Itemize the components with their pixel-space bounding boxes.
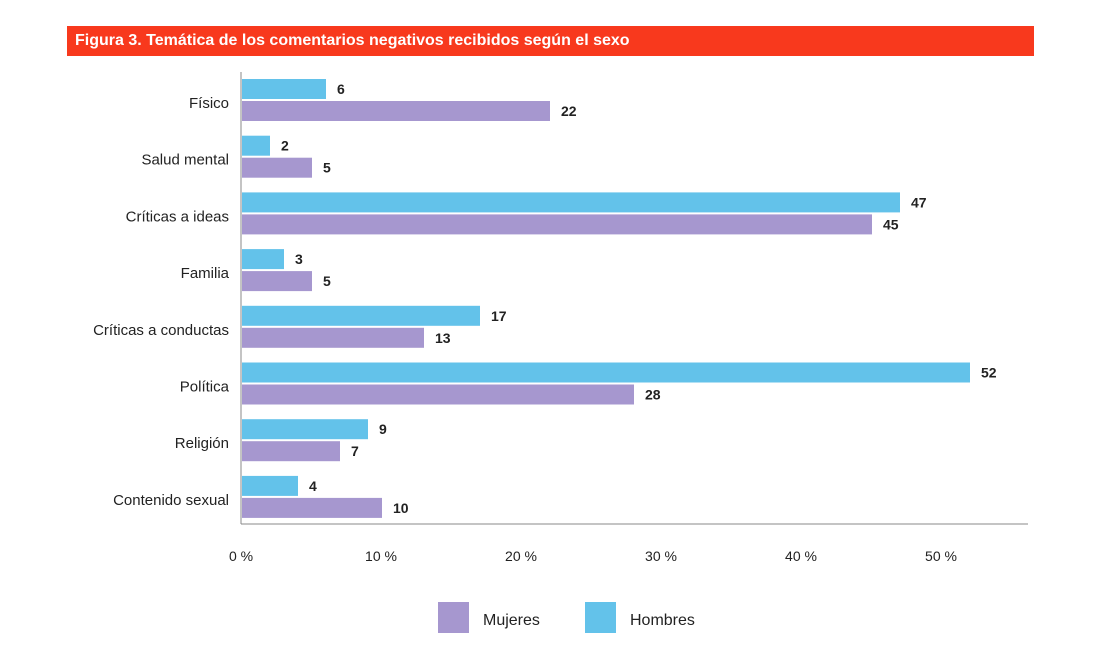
x-tick-label: 30 %	[645, 548, 677, 564]
data-label-hombres: 3	[295, 251, 303, 267]
data-label-hombres: 52	[981, 365, 997, 381]
category-label: Familia	[181, 265, 230, 282]
bar-hombres	[242, 249, 284, 270]
data-label-mujeres: 5	[323, 160, 331, 176]
x-tick-label: 20 %	[505, 548, 537, 564]
bar-hombres	[242, 135, 270, 156]
category-label: Religión	[175, 435, 229, 452]
data-label-mujeres: 28	[645, 387, 661, 403]
x-tick-label: 40 %	[785, 548, 817, 564]
figure-title-bar: Figura 3. Temática de los comentarios ne…	[67, 26, 1034, 56]
category-label: Contenido sexual	[113, 492, 229, 509]
bar-hombres	[242, 362, 970, 383]
data-label-mujeres: 10	[393, 500, 409, 516]
bar-hombres	[242, 419, 368, 440]
legend-swatch-hombres	[585, 602, 616, 633]
category-label: Salud mental	[141, 152, 229, 169]
bar-mujeres	[242, 157, 312, 178]
bar-mujeres	[242, 271, 312, 292]
bar-mujeres	[242, 441, 340, 462]
category-label: Físico	[189, 95, 229, 112]
data-label-mujeres: 5	[323, 273, 331, 289]
category-label: Críticas a ideas	[126, 208, 229, 225]
figure-title: Figura 3. Temática de los comentarios ne…	[75, 32, 630, 49]
category-label: Críticas a conductas	[93, 322, 229, 339]
data-label-hombres: 9	[379, 421, 387, 437]
bar-hombres	[242, 475, 298, 496]
data-label-hombres: 47	[911, 194, 927, 210]
bar-hombres	[242, 305, 480, 326]
data-label-mujeres: 13	[435, 330, 451, 346]
data-label-hombres: 2	[281, 138, 289, 154]
bar-hombres	[242, 79, 326, 99]
data-label-hombres: 6	[337, 81, 345, 97]
bar-mujeres	[242, 101, 550, 121]
x-tick-label: 50 %	[925, 548, 957, 564]
legend-label-mujeres: Mujeres	[483, 612, 540, 629]
data-label-mujeres: 22	[561, 103, 577, 119]
data-label-hombres: 17	[491, 308, 507, 324]
bar-mujeres	[242, 214, 872, 235]
data-label-mujeres: 7	[351, 443, 359, 459]
bar-mujeres	[242, 497, 382, 518]
legend-label-hombres: Hombres	[630, 612, 695, 629]
x-tick-label: 0 %	[229, 548, 253, 564]
category-label: Política	[180, 379, 230, 396]
x-tick-label: 10 %	[365, 548, 397, 564]
bar-mujeres	[242, 384, 634, 405]
bar-mujeres	[242, 327, 424, 348]
bar-hombres	[242, 192, 900, 213]
data-label-mujeres: 45	[883, 216, 899, 232]
data-label-hombres: 4	[309, 478, 317, 494]
legend-swatch-mujeres	[438, 602, 469, 633]
